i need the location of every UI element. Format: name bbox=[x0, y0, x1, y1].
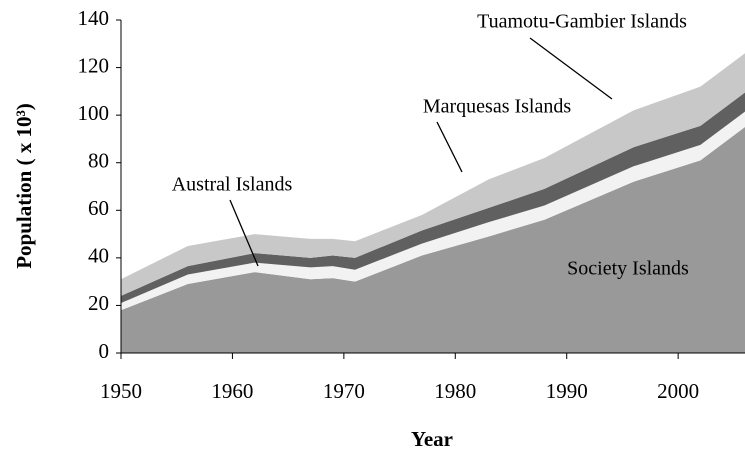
y-tick-label: 100 bbox=[78, 101, 110, 125]
x-tick-label: 1980 bbox=[434, 379, 476, 403]
x-tick-label: 1960 bbox=[211, 379, 253, 403]
series-label: Society Islands bbox=[567, 258, 689, 280]
x-tick-label: 2000 bbox=[657, 379, 699, 403]
series-label: Tuamotu-Gambier Islands bbox=[477, 11, 687, 33]
area bbox=[121, 127, 745, 354]
y-tick-label: 20 bbox=[88, 291, 109, 315]
series-label: Marquesas Islands bbox=[423, 96, 572, 118]
y-tick-label: 0 bbox=[99, 339, 110, 363]
y-tick-label: 80 bbox=[88, 149, 109, 173]
areas bbox=[121, 53, 745, 354]
x-tick-label: 1990 bbox=[546, 379, 588, 403]
y-tick-label: 40 bbox=[88, 244, 109, 268]
y-tick-label: 120 bbox=[78, 53, 110, 77]
x-axis-title: Year bbox=[411, 427, 453, 451]
x-tick-label: 1970 bbox=[323, 379, 365, 403]
y-axis-title: Population ( x 10³) bbox=[12, 103, 36, 269]
x-tick-label: 1950 bbox=[100, 379, 142, 403]
leader-line bbox=[529, 37, 613, 100]
y-tick-label: 140 bbox=[78, 6, 110, 30]
leader-line bbox=[436, 121, 463, 173]
y-tick-label: 60 bbox=[88, 196, 109, 220]
series-label: Austral Islands bbox=[172, 174, 293, 196]
leader-line bbox=[229, 199, 259, 267]
